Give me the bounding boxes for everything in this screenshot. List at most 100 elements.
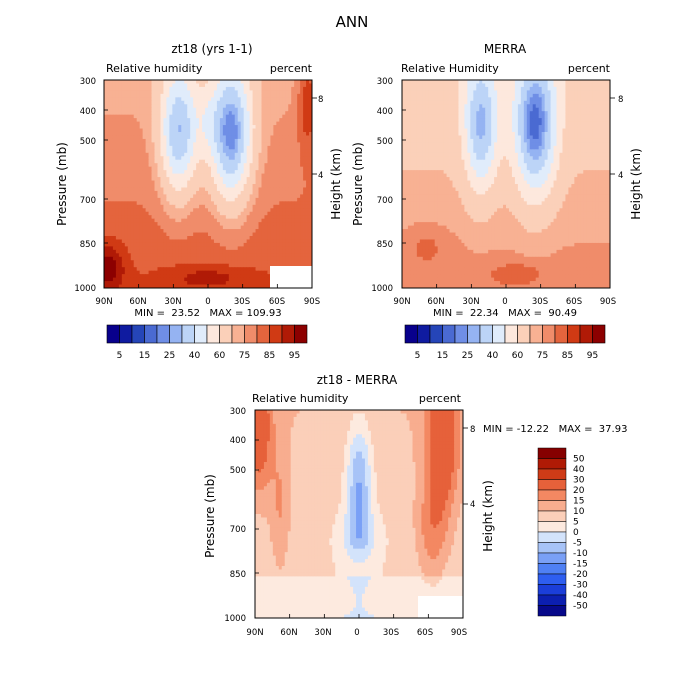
contour-cell — [127, 100, 132, 105]
contour-cell — [288, 194, 292, 199]
contour-cell — [494, 104, 498, 109]
contour-cell — [255, 204, 259, 209]
contour-cell — [142, 256, 146, 261]
contour-cell — [148, 125, 152, 129]
contour-cell — [121, 86, 126, 91]
contour-cell — [145, 211, 149, 216]
contour-cell — [589, 86, 593, 91]
contour-cell — [121, 177, 126, 181]
contour-cell — [109, 163, 114, 168]
contour-cell — [145, 277, 149, 282]
contour-cell — [160, 281, 164, 285]
contour-cell — [267, 242, 271, 247]
contour-cell — [172, 184, 176, 188]
contour-cell — [291, 236, 295, 240]
contour-cell — [148, 128, 152, 133]
contour-cell — [154, 284, 158, 289]
contour-cell — [234, 80, 239, 84]
contour-cell — [270, 204, 274, 209]
contour-cell — [109, 93, 114, 98]
contour-cell — [121, 256, 126, 261]
contour-cell — [446, 111, 450, 116]
contour-cell — [121, 90, 126, 95]
contour-cell — [237, 177, 242, 181]
contour-cell — [216, 267, 221, 272]
contour-cell — [541, 111, 546, 116]
contour-cell — [291, 125, 295, 129]
contour-cell — [303, 152, 307, 157]
contour-cell — [297, 156, 301, 161]
contour-cell — [258, 274, 262, 278]
contour-cell — [443, 114, 447, 119]
contour-cell — [452, 93, 456, 98]
contour-cell — [452, 90, 456, 95]
contour-cell — [106, 215, 111, 220]
contour-cell — [583, 86, 587, 91]
contour-cell — [240, 222, 245, 226]
contour-cell — [410, 80, 415, 84]
contour-cell — [118, 83, 123, 88]
contour-cell — [261, 128, 265, 133]
contour-cell — [202, 229, 206, 233]
contour-cell — [407, 90, 412, 95]
contour-cell — [124, 125, 129, 129]
contour-cell — [503, 80, 507, 84]
contour-cell — [187, 201, 191, 206]
contour-cell — [473, 93, 477, 98]
contour-cell — [208, 277, 212, 282]
contour-cell — [228, 156, 233, 161]
contour-cell — [258, 281, 262, 285]
contour-cell — [127, 222, 132, 226]
contour-cell — [273, 263, 277, 268]
contour-cell — [288, 263, 292, 268]
contour-cell — [234, 270, 239, 275]
contour-cell — [190, 215, 194, 220]
contour-cell — [106, 125, 111, 129]
contour-cell — [184, 274, 188, 278]
contour-cell — [154, 121, 158, 126]
contour-cell — [425, 100, 430, 105]
contour-cell — [169, 218, 173, 223]
contour-cell — [282, 166, 286, 171]
contour-cell — [309, 246, 313, 251]
contour-cell — [595, 111, 599, 116]
contour-cell — [193, 263, 197, 268]
contour-cell — [565, 83, 569, 88]
contour-cell — [520, 97, 525, 102]
contour-cell — [249, 111, 253, 116]
contour-cell — [279, 180, 283, 185]
contour-cell — [106, 121, 111, 126]
contour-cell — [219, 267, 224, 272]
contour-cell — [109, 246, 114, 251]
contour-cell — [288, 256, 292, 261]
contour-cell — [607, 86, 611, 91]
contour-cell — [202, 142, 206, 147]
contour-cell — [437, 86, 442, 91]
contour-cell — [482, 100, 486, 105]
contour-cell — [285, 225, 289, 230]
contour-cell — [297, 256, 301, 261]
contour-cell — [544, 90, 548, 95]
contour-cell — [190, 93, 194, 98]
contour-cell — [222, 187, 227, 192]
contour-cell — [592, 86, 596, 91]
contour-cell — [276, 208, 280, 213]
contour-cell — [118, 135, 123, 140]
contour-cell — [219, 121, 224, 126]
contour-cell — [178, 190, 182, 195]
contour-cell — [461, 93, 465, 98]
contour-cell — [109, 253, 114, 258]
contour-cell — [300, 242, 304, 247]
contour-cell — [225, 93, 230, 98]
contour-cell — [154, 218, 158, 223]
contour-cell — [127, 201, 132, 206]
contour-cell — [467, 107, 471, 112]
contour-cell — [196, 274, 200, 278]
contour-cell — [169, 159, 173, 164]
contour-cell — [154, 239, 158, 244]
contour-cell — [306, 211, 310, 216]
contour-cell — [279, 177, 283, 181]
contour-cell — [163, 145, 167, 150]
contour-cell — [559, 97, 563, 102]
contour-cell — [249, 138, 253, 143]
